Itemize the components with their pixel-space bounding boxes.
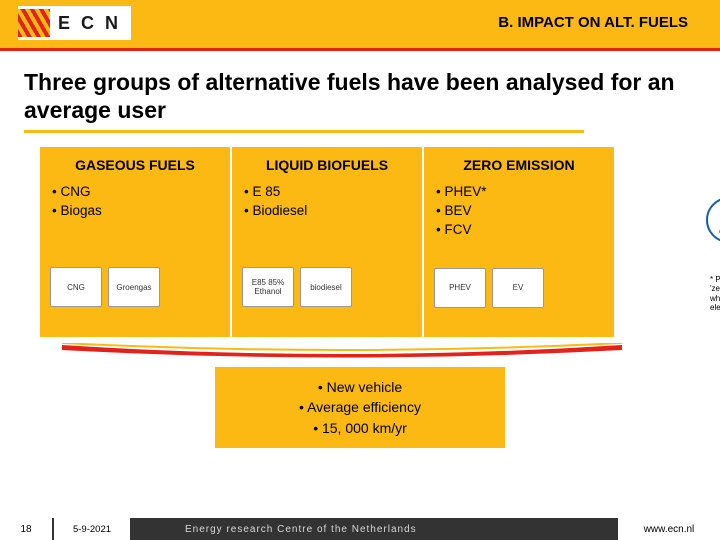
footer-org: Energy research Centre of the Netherland…: [130, 524, 618, 535]
logo-text: E C N: [58, 13, 121, 34]
header-bar: E C N B. IMPACT ON ALT. FUELS: [0, 0, 720, 48]
item: Biodiesel: [252, 203, 307, 218]
phev-icon: PHEV: [434, 268, 486, 308]
title-underline: [24, 130, 584, 133]
column-zero-emission: ZERO EMISSION • PHEV* • BEV • FCV PHEV E…: [424, 147, 614, 337]
column-icons: E85 85% Ethanol biodiesel: [242, 267, 412, 307]
item: BEV: [444, 203, 471, 218]
logo: E C N: [18, 6, 131, 40]
column-head: ZERO EMISSION: [434, 155, 604, 183]
section-label: B. IMPACT ON ALT. FUELS: [498, 14, 688, 31]
item: Biogas: [60, 203, 101, 218]
column-liquid: LIQUID BIOFUELS • E 85 • Biodiesel E85 8…: [232, 147, 422, 337]
column-head: GASEOUS FUELS: [50, 155, 220, 183]
cng-icon: CNG: [50, 267, 102, 307]
assumption: 15, 000 km/yr: [322, 420, 407, 436]
page-title: Three groups of alternative fuels have b…: [24, 69, 696, 124]
column-icons: PHEV EV: [434, 268, 604, 308]
swoosh-divider: [52, 343, 632, 361]
item: CNG: [60, 184, 90, 199]
column-items: • CNG • Biogas: [50, 183, 220, 239]
biodiesel-icon: biodiesel: [300, 267, 352, 307]
footer-bar: 18 5-9-2021 Energy research Centre of th…: [0, 518, 720, 540]
column-items: • E 85 • Biodiesel: [242, 183, 412, 239]
ev-icon: EV: [492, 268, 544, 308]
phev-footnote: * PHEVs are only truly 'zero-emission' v…: [710, 275, 720, 312]
footer-date: 5-9-2021: [52, 518, 130, 540]
column-items: • PHEV* • BEV • FCV: [434, 183, 604, 240]
item: FCV: [444, 222, 471, 237]
e85-icon: E85 85% Ethanol: [242, 267, 294, 307]
assumption: New vehicle: [327, 379, 402, 395]
h2-badge-icon: H2 & you: [706, 197, 720, 243]
groengas-icon: Groengas: [108, 267, 160, 307]
assumption: Average efficiency: [307, 399, 421, 415]
column-icons: CNG Groengas: [50, 267, 220, 307]
item: PHEV*: [444, 184, 486, 199]
fuel-columns: GASEOUS FUELS • CNG • Biogas CNG Groenga…: [40, 147, 696, 337]
logo-stripes-icon: [18, 9, 50, 37]
page-number: 18: [0, 518, 52, 540]
column-head: LIQUID BIOFUELS: [242, 155, 412, 183]
column-gaseous: GASEOUS FUELS • CNG • Biogas CNG Groenga…: [40, 147, 230, 337]
content-area: Three groups of alternative fuels have b…: [0, 51, 720, 448]
footer-url: www.ecn.nl: [618, 518, 720, 540]
item: E 85: [252, 184, 280, 199]
assumptions-box: • New vehicle • Average efficiency • 15,…: [215, 367, 505, 448]
